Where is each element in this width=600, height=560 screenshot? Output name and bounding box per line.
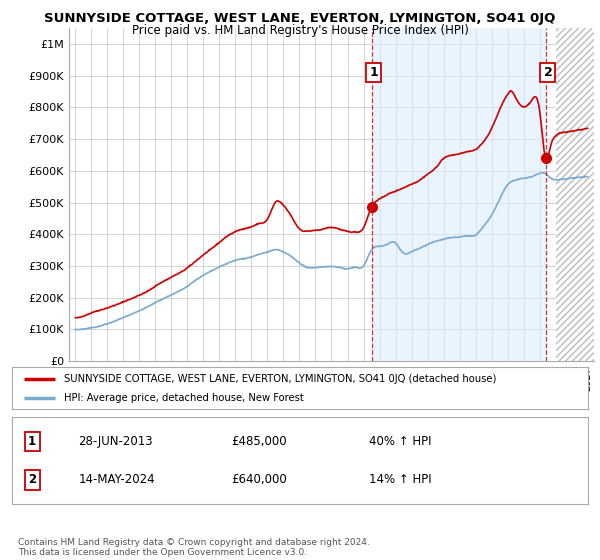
Text: 14-MAY-2024: 14-MAY-2024 bbox=[78, 473, 155, 486]
Text: £485,000: £485,000 bbox=[231, 435, 287, 448]
Text: SUNNYSIDE COTTAGE, WEST LANE, EVERTON, LYMINGTON, SO41 0JQ: SUNNYSIDE COTTAGE, WEST LANE, EVERTON, L… bbox=[44, 12, 556, 25]
Text: 28-JUN-2013: 28-JUN-2013 bbox=[78, 435, 153, 448]
Text: Price paid vs. HM Land Registry's House Price Index (HPI): Price paid vs. HM Land Registry's House … bbox=[131, 24, 469, 36]
Text: £640,000: £640,000 bbox=[231, 473, 287, 486]
Bar bbox=[556, 28, 596, 361]
Text: 1: 1 bbox=[28, 435, 36, 448]
Bar bbox=[371, 28, 545, 361]
Text: 14% ↑ HPI: 14% ↑ HPI bbox=[369, 473, 432, 486]
Text: SUNNYSIDE COTTAGE, WEST LANE, EVERTON, LYMINGTON, SO41 0JQ (detached house): SUNNYSIDE COTTAGE, WEST LANE, EVERTON, L… bbox=[64, 374, 496, 384]
Text: 2: 2 bbox=[28, 473, 36, 486]
Text: Contains HM Land Registry data © Crown copyright and database right 2024.
This d: Contains HM Land Registry data © Crown c… bbox=[18, 538, 370, 557]
Text: 1: 1 bbox=[370, 66, 378, 79]
Text: 40% ↑ HPI: 40% ↑ HPI bbox=[369, 435, 431, 448]
Text: HPI: Average price, detached house, New Forest: HPI: Average price, detached house, New … bbox=[64, 393, 304, 403]
Text: 2: 2 bbox=[544, 66, 552, 79]
